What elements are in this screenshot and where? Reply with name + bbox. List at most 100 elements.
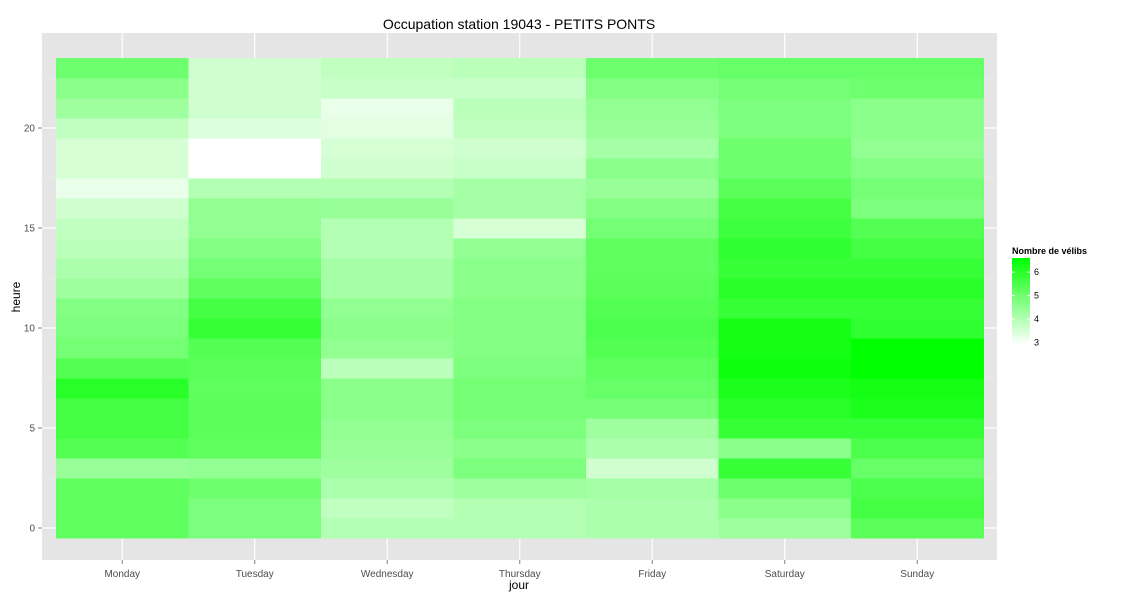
heatmap-tile xyxy=(718,438,852,459)
heatmap-tile xyxy=(453,438,587,459)
heatmap-tile xyxy=(56,458,189,479)
heatmap-tile xyxy=(851,418,984,439)
chart-title: Occupation station 19043 - PETITS PONTS xyxy=(383,16,655,32)
heatmap-tile xyxy=(586,258,719,279)
heatmap-tile xyxy=(321,358,454,379)
heatmap-tile xyxy=(851,358,984,379)
heatmap-tile xyxy=(453,318,587,339)
heatmap-tile xyxy=(188,118,322,139)
x-tick-label: Wednesday xyxy=(361,569,414,580)
heatmap-tile xyxy=(718,138,852,159)
heatmap-tile xyxy=(188,238,322,259)
legend: Nombre de vélibs 3 4 5 6 xyxy=(1012,246,1087,348)
heatmap-tile xyxy=(718,358,852,379)
heatmap-tile xyxy=(321,478,454,499)
heatmap-tile xyxy=(586,498,719,519)
heatmap-tile xyxy=(453,458,587,479)
heatmap-tile xyxy=(851,238,984,259)
x-tick-label: Friday xyxy=(638,569,666,580)
heatmap-tile xyxy=(188,58,322,79)
heatmap-tile xyxy=(851,58,984,79)
heatmap-tile xyxy=(453,218,587,239)
heatmap-tile xyxy=(321,278,454,299)
heatmap-tile xyxy=(321,298,454,319)
heatmap-tile xyxy=(321,78,454,99)
x-tick-label: Saturday xyxy=(765,569,805,580)
y-tick-label: 10 xyxy=(24,324,36,335)
heatmap-tile xyxy=(718,418,852,439)
heatmap-tile xyxy=(188,478,322,499)
heatmap-tile xyxy=(188,418,322,439)
heatmap-tile xyxy=(718,318,852,339)
heatmap-tile xyxy=(453,418,587,439)
heatmap-tile xyxy=(453,118,587,139)
legend-tick-label: 4 xyxy=(1034,314,1039,324)
heatmap-tile xyxy=(718,278,852,299)
heatmap-tile xyxy=(321,118,454,139)
heatmap-tile xyxy=(453,98,587,119)
heatmap-tile xyxy=(718,178,852,199)
heatmap-tile xyxy=(851,258,984,279)
heatmap-tile xyxy=(586,478,719,499)
heatmap-tile xyxy=(56,98,189,119)
heatmap-tile xyxy=(321,198,454,219)
heatmap-tile xyxy=(188,518,322,539)
heatmap-tile xyxy=(56,118,189,139)
heatmap-tile xyxy=(718,398,852,419)
heatmap-tile xyxy=(188,158,322,179)
heatmap-tile xyxy=(718,298,852,319)
heatmap-tile xyxy=(188,78,322,99)
heatmap-tile xyxy=(851,438,984,459)
heatmap-tile xyxy=(718,198,852,219)
heatmap-tile xyxy=(453,198,587,219)
heatmap-tile xyxy=(718,498,852,519)
heatmap-tile xyxy=(718,478,852,499)
heatmap-tile xyxy=(851,478,984,499)
heatmap-tile xyxy=(188,498,322,519)
heatmap-tile xyxy=(718,518,852,539)
heatmap-tiles xyxy=(56,58,984,539)
heatmap-tile xyxy=(56,438,189,459)
heatmap-tile xyxy=(586,318,719,339)
heatmap-tile xyxy=(718,338,852,359)
heatmap-tile xyxy=(718,78,852,99)
heatmap-tile xyxy=(851,98,984,119)
heatmap-tile xyxy=(321,98,454,119)
heatmap-tile xyxy=(321,58,454,79)
heatmap-tile xyxy=(851,458,984,479)
heatmap-tile xyxy=(718,118,852,139)
heatmap-tile xyxy=(321,458,454,479)
heatmap-tile xyxy=(321,158,454,179)
heatmap-tile xyxy=(56,178,189,199)
heatmap-tile xyxy=(586,98,719,119)
y-tick-label: 0 xyxy=(29,524,35,535)
heatmap-tile xyxy=(321,218,454,239)
heatmap-tile xyxy=(453,298,587,319)
x-axis-ticks: Monday Tuesday Wednesday Thursday Friday Satu… xyxy=(104,560,934,580)
heatmap-tile xyxy=(851,318,984,339)
legend-tick-label: 6 xyxy=(1034,267,1039,277)
heatmap-tile xyxy=(453,238,587,259)
heatmap-tile xyxy=(188,258,322,279)
heatmap-tile xyxy=(56,138,189,159)
heatmap-tile xyxy=(188,338,322,359)
heatmap-tile xyxy=(586,198,719,219)
heatmap-tile xyxy=(321,518,454,539)
heatmap-tile xyxy=(851,518,984,539)
heatmap-tile xyxy=(586,458,719,479)
heatmap-tile xyxy=(718,258,852,279)
heatmap-tile xyxy=(188,178,322,199)
y-tick-label: 15 xyxy=(24,224,36,235)
heatmap-tile xyxy=(718,98,852,119)
legend-tick-label: 5 xyxy=(1034,291,1039,301)
heatmap-tile xyxy=(321,178,454,199)
heatmap-tile xyxy=(453,398,587,419)
heatmap-tile xyxy=(586,238,719,259)
heatmap-tile xyxy=(718,158,852,179)
heatmap-tile xyxy=(321,398,454,419)
x-tick-label: Tuesday xyxy=(236,569,274,580)
heatmap-tile xyxy=(586,278,719,299)
heatmap-tile xyxy=(586,58,719,79)
y-axis-ticks: 0 5 10 15 20 xyxy=(24,124,42,535)
heatmap-tile xyxy=(321,418,454,439)
